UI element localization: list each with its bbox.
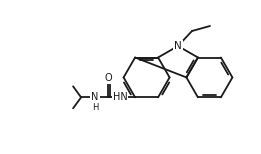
Text: N: N: [91, 92, 99, 102]
Text: HN: HN: [113, 92, 127, 102]
Text: N: N: [174, 41, 182, 51]
Text: O: O: [104, 73, 112, 83]
Text: H: H: [92, 103, 98, 112]
